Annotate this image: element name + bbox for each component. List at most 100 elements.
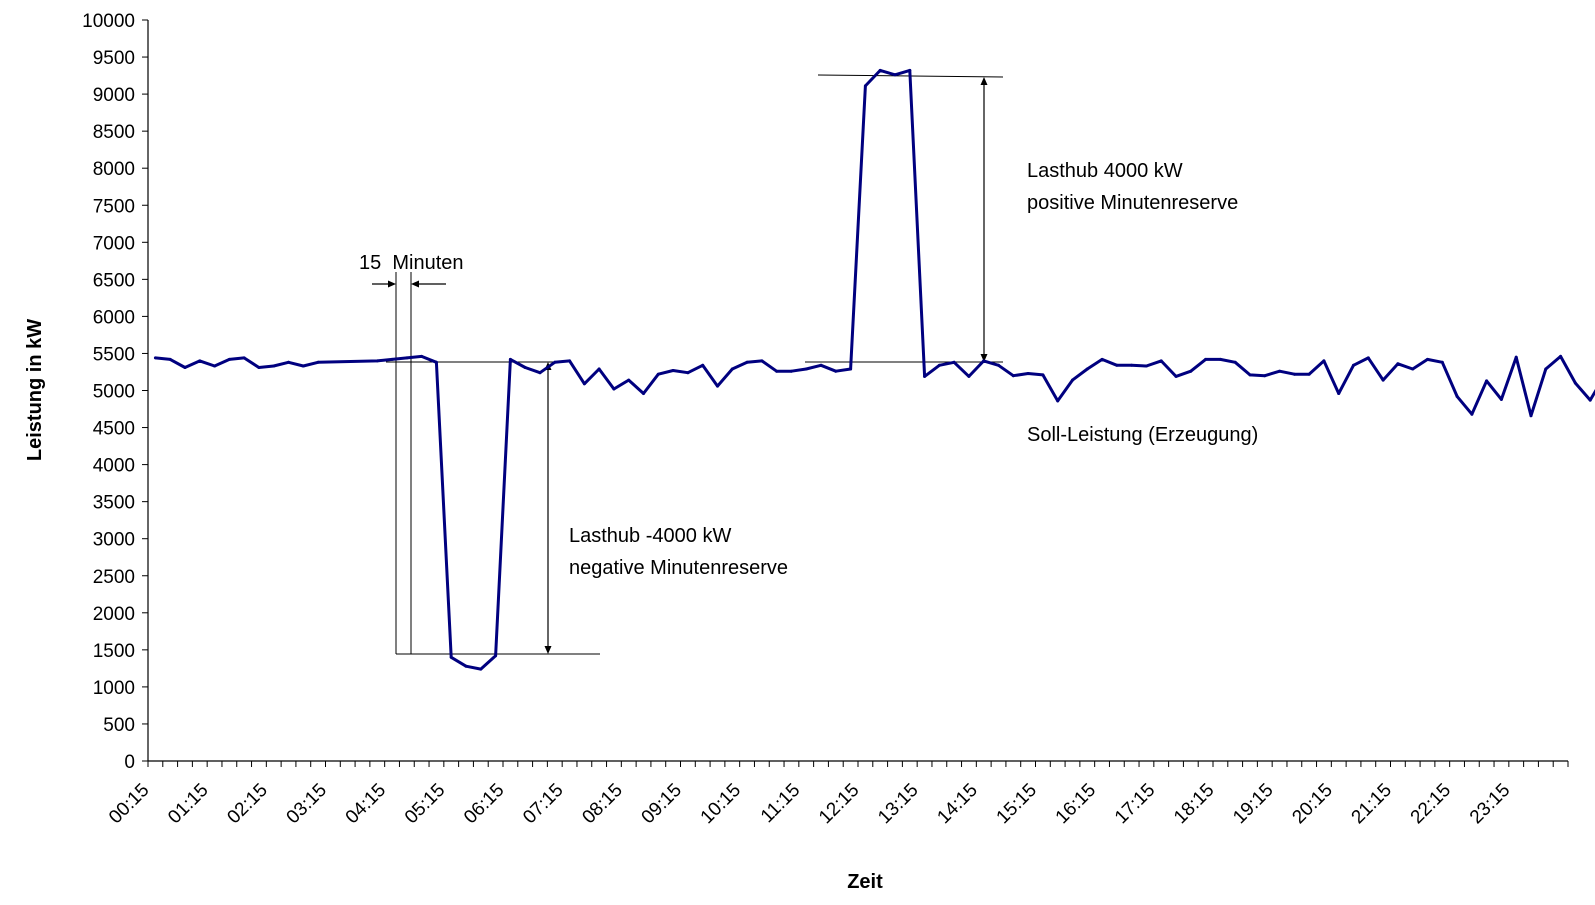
data-point	[1218, 357, 1222, 361]
data-point	[1499, 397, 1503, 401]
x-tick-label: 01:15	[164, 780, 212, 828]
data-point	[1130, 363, 1134, 367]
data-point	[1071, 378, 1074, 382]
data-point	[997, 363, 1000, 367]
data-point	[1159, 359, 1163, 363]
setpoint-label: Soll-Leistung (Erzeugung)	[1027, 424, 1258, 446]
y-tick-label: 6500	[93, 270, 135, 291]
data-point	[1426, 357, 1429, 361]
data-point	[479, 667, 483, 671]
data-point	[1026, 372, 1030, 375]
x-axis-title: Zeit	[847, 871, 883, 893]
x-tick-label: 03:15	[283, 780, 331, 828]
data-point	[982, 359, 986, 363]
data-point	[1189, 369, 1193, 373]
x-tick-label: 13:15	[874, 780, 922, 828]
interval-arrow-left-head	[388, 280, 396, 288]
y-tick-label: 7500	[93, 196, 135, 217]
data-point	[1174, 374, 1178, 378]
y-tick-label: 0	[124, 752, 135, 773]
data-point	[538, 371, 542, 375]
y-tick-label: 4500	[93, 419, 135, 440]
data-point	[804, 367, 808, 371]
data-point	[1337, 392, 1341, 395]
data-point	[523, 366, 527, 369]
x-tick-label: 23:15	[1466, 780, 1514, 828]
x-tick-label: 17:15	[1111, 780, 1159, 828]
y-tick-label: 8500	[93, 122, 135, 143]
data-point	[1470, 412, 1474, 416]
x-tick-label: 07:15	[519, 780, 567, 828]
y-tick-label: 10000	[82, 11, 135, 32]
data-point	[272, 364, 276, 368]
data-point	[1455, 394, 1459, 398]
x-tick-label: 00:15	[105, 780, 153, 828]
interval-label: 15 Minuten	[359, 252, 464, 274]
data-point	[1440, 360, 1444, 364]
y-tick-label: 3000	[93, 530, 135, 551]
x-tick-label: 12:15	[815, 780, 863, 828]
data-point	[257, 366, 261, 369]
data-point	[1100, 357, 1104, 361]
data-point	[494, 654, 498, 658]
data-point	[863, 84, 867, 88]
data-point	[923, 374, 927, 378]
negative-label-line1: Lasthub -4000 kW	[569, 525, 731, 547]
data-point	[508, 357, 512, 361]
data-point	[701, 363, 705, 367]
x-tick-label: 20:15	[1288, 780, 1336, 828]
data-point	[168, 357, 172, 361]
data-point	[464, 664, 468, 668]
y-tick-label: 1500	[93, 641, 135, 662]
data-point	[789, 369, 793, 373]
x-tick-label: 10:15	[697, 780, 745, 828]
data-point	[730, 367, 734, 371]
data-point	[1204, 357, 1208, 361]
data-point	[1322, 359, 1326, 363]
y-axis: 0 500 1000 1500 2000 2500 3000 3500 4000 4500 5000…	[82, 11, 149, 773]
data-point	[760, 359, 764, 363]
y-axis-title: Leistung in kW	[24, 319, 46, 461]
data-point	[405, 356, 409, 360]
x-tick-label: 19:15	[1229, 780, 1277, 828]
data-point	[568, 359, 572, 363]
data-point	[183, 366, 187, 369]
positive-arrow-head-bottom	[980, 354, 988, 362]
x-tick-label: 09:15	[638, 780, 686, 828]
data-point	[242, 356, 246, 360]
data-point	[434, 360, 438, 364]
y-tick-label: 2500	[93, 567, 135, 588]
x-tick-label: 21:15	[1348, 780, 1396, 828]
data-point	[301, 364, 305, 368]
data-point	[227, 357, 231, 361]
x-tick-label: 11:15	[757, 780, 804, 827]
data-point	[937, 363, 941, 367]
y-tick-label: 9500	[93, 48, 135, 69]
data-point	[1085, 367, 1089, 371]
y-tick-label: 3500	[93, 493, 135, 514]
data-point	[449, 655, 453, 659]
data-point	[1233, 360, 1237, 364]
y-tick-label: 500	[103, 715, 135, 736]
data-point	[1352, 363, 1355, 367]
data-point	[627, 378, 631, 382]
data-point	[686, 371, 690, 375]
x-tick-label: 14:15	[933, 780, 981, 828]
x-tick-label: 06:15	[460, 780, 508, 828]
data-point	[1056, 399, 1060, 403]
data-point	[1248, 373, 1252, 377]
data-point	[775, 369, 779, 373]
positive-label-line2: positive Minutenreserve	[1027, 192, 1238, 214]
x-axis: 00:15 01:15 02:15 03:15 04:15 05:15 06:15 07:15…	[105, 760, 1569, 828]
data-point	[1529, 414, 1533, 418]
data-point	[153, 356, 157, 360]
x-tick-label: 15:15	[993, 780, 1041, 828]
data-point	[287, 360, 290, 364]
data-point	[952, 360, 956, 364]
positive-label-line1: Lasthub 4000 kW	[1027, 160, 1183, 182]
y-tick-label: 5000	[93, 382, 135, 403]
y-tick-label: 4000	[93, 456, 135, 477]
x-tick-label: 04:15	[342, 780, 390, 828]
data-point	[1278, 369, 1282, 373]
y-ticks: 0 500 1000 1500 2000 2500 3000 3500 4000 4500 5000…	[82, 11, 148, 773]
